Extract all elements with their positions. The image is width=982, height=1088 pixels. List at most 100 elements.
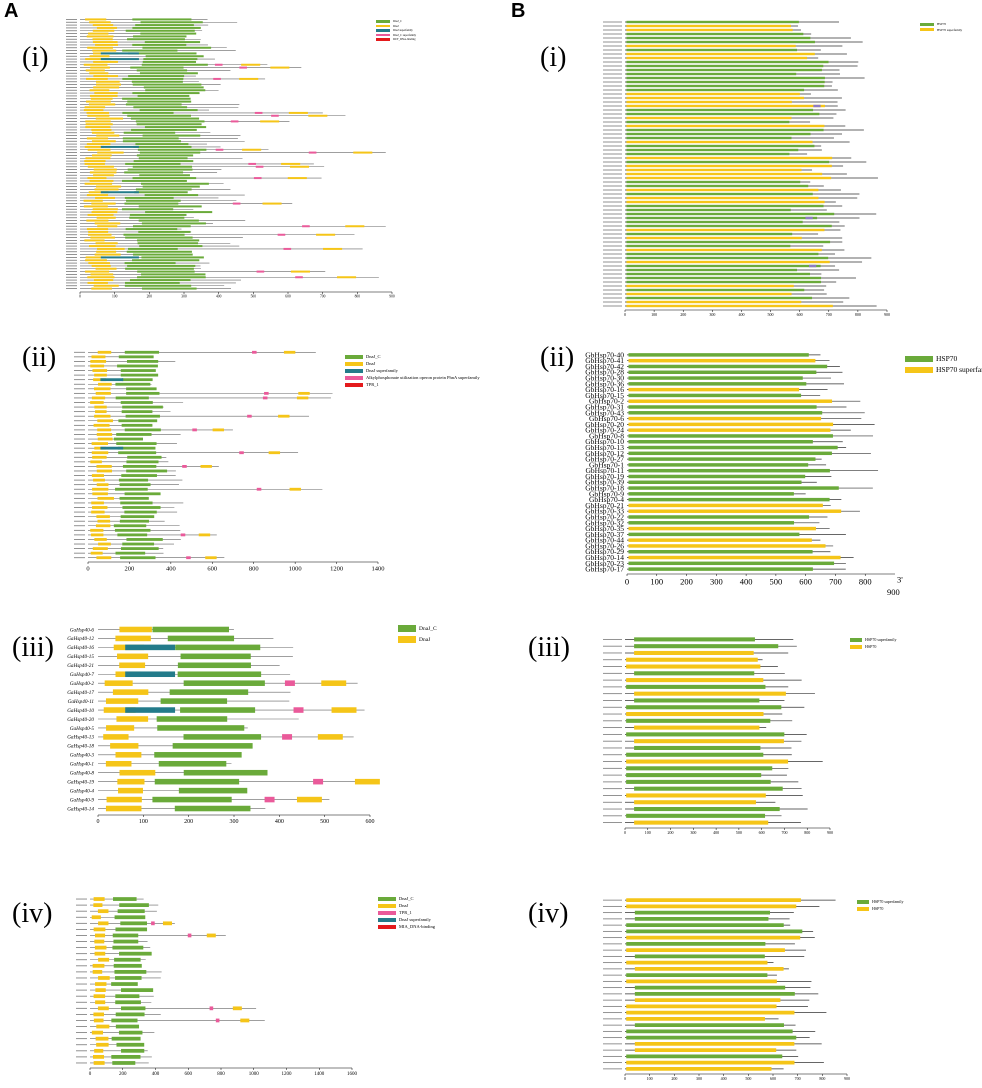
row-label: GbHsp70-41 — [585, 356, 624, 365]
row-label — [76, 965, 87, 967]
label-a-ii: (ii) — [22, 342, 57, 373]
row-label — [74, 493, 85, 495]
x-tick-label: 400 — [738, 312, 744, 317]
row-label — [66, 234, 77, 236]
x-tick-label: 0 — [97, 819, 100, 825]
hsp70-domain — [628, 376, 803, 380]
x-tick-label: 800 — [804, 830, 810, 835]
dnaj-domain — [94, 222, 121, 225]
dnaj-domain — [92, 547, 108, 551]
extra-dnaj-domain — [289, 165, 310, 168]
row-label — [74, 443, 85, 444]
row-label — [603, 281, 622, 283]
row-label — [66, 70, 77, 71]
hsp70-superfamily-domain — [626, 948, 785, 952]
extra-domain — [282, 734, 293, 740]
row-label — [603, 659, 622, 661]
row-label — [66, 225, 77, 227]
x-tick-label: 900 — [827, 830, 833, 835]
dnaj-domain — [97, 247, 125, 250]
row-label — [74, 507, 85, 508]
row-label: GbHsp70-2 — [589, 397, 624, 406]
row-label: GbHsp70-43 — [585, 408, 624, 417]
hsp70-superfamily-domain — [634, 725, 760, 730]
row-label — [74, 438, 85, 440]
legend-label: TPR_1 — [366, 382, 379, 387]
legend-swatch — [905, 366, 933, 373]
row-label — [603, 133, 622, 135]
dnaj-domain — [93, 378, 106, 382]
row-label — [603, 101, 622, 103]
row-label — [74, 415, 85, 417]
dnaj-domain — [90, 236, 115, 239]
dnaj-domain — [94, 405, 107, 409]
dnaj-c-domain — [180, 707, 256, 713]
legend-swatch — [920, 22, 934, 26]
dnaj-c-domain — [127, 168, 193, 171]
label-a-iv: (iv) — [12, 898, 53, 929]
dnaj-c-domain — [132, 18, 192, 21]
dnaj-domain — [94, 446, 106, 450]
dnaj-domain — [89, 171, 117, 174]
dnaj-domain — [97, 151, 124, 154]
row-label — [66, 180, 77, 182]
row-label: GbHsp70-15 — [585, 391, 624, 400]
row-label — [603, 85, 622, 87]
dnaj-domain — [94, 933, 106, 938]
dnaj-domain — [93, 284, 119, 287]
row-label — [66, 55, 77, 57]
row-label — [66, 157, 77, 159]
dnaj-c-domain — [137, 94, 190, 97]
row-label — [603, 727, 622, 729]
dnaj-c-domain — [140, 32, 197, 35]
dnaj-c-domain — [180, 653, 251, 660]
hsp70-superfamily-domain — [626, 678, 764, 683]
dnaj-c-domain — [124, 492, 161, 496]
hsp70-superfamily-domain — [626, 1017, 765, 1021]
extra-domain — [256, 487, 262, 491]
dnaj-c-domain — [120, 401, 153, 404]
row-label: GbHsp70-26 — [585, 541, 624, 550]
legend-swatch — [378, 910, 396, 915]
row-label — [66, 254, 77, 255]
hsp70-superfamily-domain — [626, 228, 825, 232]
extra-domain — [255, 165, 264, 168]
hsp70-domain — [628, 532, 800, 537]
dnaj-c-domain — [134, 191, 188, 194]
dnaj-domain — [92, 38, 113, 41]
row-label — [66, 92, 77, 94]
hsp70-domain — [626, 180, 801, 184]
dnaj-c-domain — [122, 111, 174, 114]
row-label — [74, 370, 85, 371]
row-label — [76, 989, 87, 991]
dnaj-domain — [86, 137, 109, 140]
hsp70-superfamily-domain — [634, 691, 786, 696]
dnaj-domain — [88, 32, 109, 35]
label-b-iv: (iv) — [528, 898, 569, 929]
legend-swatch — [398, 625, 416, 632]
hsp70-domain — [626, 773, 762, 778]
dnaj-domain — [115, 752, 142, 758]
dnaj-c-domain — [138, 230, 191, 233]
hsp70-domain — [628, 405, 817, 409]
hsp70-superfamily-domain — [634, 739, 784, 744]
hsp70-superfamily-domain — [626, 236, 802, 240]
extra-dnaj-domain — [239, 77, 259, 80]
legend-label: Alkylphosphonate utilization operon prot… — [366, 375, 480, 380]
dnaj-domain — [112, 689, 149, 695]
dnaj-domain — [95, 1036, 109, 1041]
hsp70-superfamily-domain — [626, 260, 830, 264]
row-label — [603, 788, 622, 790]
hsp70-domain — [626, 108, 814, 112]
row-label — [66, 274, 77, 275]
dnaj-domain — [96, 80, 120, 83]
extra-dnaj-domain — [162, 921, 172, 926]
dnaj-c-domain — [142, 185, 200, 188]
dnaj-domain — [117, 778, 145, 785]
legend-label: DnaJ_C — [399, 896, 414, 901]
dnaj-c-domain — [118, 478, 149, 482]
dnaj-c-domain — [135, 143, 189, 146]
row-label — [66, 84, 77, 85]
row-label — [66, 220, 77, 221]
hsp70-domain — [626, 923, 784, 927]
